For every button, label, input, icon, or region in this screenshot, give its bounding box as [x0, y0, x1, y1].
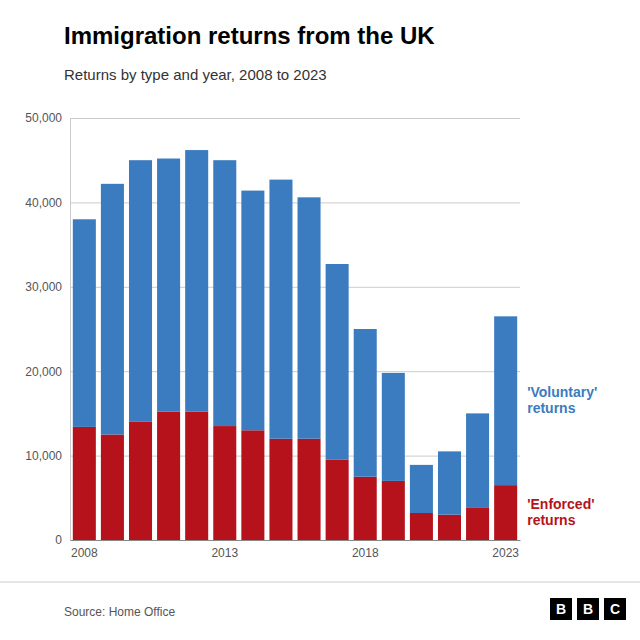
- bar: [269, 180, 292, 439]
- series-label-line: 'Enforced': [527, 495, 594, 511]
- x-tick: 2023: [492, 540, 519, 560]
- bar: [298, 197, 321, 438]
- bar: [438, 451, 461, 514]
- series-label-line: returns: [527, 511, 575, 527]
- x-axis: 2008 2013 2018 2023: [71, 540, 521, 560]
- y-tick-label: 20,000: [25, 365, 62, 379]
- bar: [73, 219, 96, 427]
- bar: [466, 508, 489, 540]
- y-axis: 0 10,000 20,000 30,000 40,000 50,000: [25, 111, 520, 547]
- bar: [354, 477, 377, 540]
- logo-box: [550, 598, 572, 620]
- bar: [73, 427, 96, 540]
- bar: [129, 422, 152, 540]
- bar: [213, 160, 236, 426]
- bar: [494, 485, 517, 540]
- bar: [157, 159, 180, 412]
- y-tick-label: 30,000: [25, 280, 62, 294]
- series-label-line: returns: [527, 399, 575, 415]
- logo-box: [604, 598, 626, 620]
- series-label-line: 'Voluntary': [527, 383, 597, 399]
- bar: [410, 513, 433, 540]
- bar: [382, 481, 405, 540]
- bar: [438, 515, 461, 540]
- y-tick: 50,000: [25, 111, 520, 125]
- series-label: 'Voluntary'returns: [527, 383, 597, 415]
- logo-letter: B: [583, 601, 593, 617]
- bars: [73, 150, 517, 540]
- source: Source: Home Office: [64, 605, 175, 619]
- series-label: 'Enforced'returns: [527, 495, 594, 527]
- x-tick-label: 2018: [352, 546, 379, 560]
- bar: [185, 412, 208, 540]
- x-tick-label: 2008: [71, 546, 98, 560]
- bar-series: [73, 150, 517, 515]
- bar: [213, 426, 236, 540]
- bar: [326, 460, 349, 540]
- bar: [354, 329, 377, 477]
- title: Immigration returns from the UK: [64, 22, 435, 49]
- bar: [298, 439, 321, 540]
- logo-box: [577, 598, 599, 620]
- chart: 010,00020,00030,00040,00050,000200820132…: [0, 0, 640, 640]
- bar: [157, 412, 180, 540]
- bar: [101, 184, 124, 435]
- y-tick-label: 50,000: [25, 111, 62, 125]
- bar: [185, 150, 208, 412]
- y-tick-label: 10,000: [25, 449, 62, 463]
- bar: [382, 373, 405, 481]
- y-axis-line: [70, 119, 71, 541]
- bar: [101, 435, 124, 541]
- x-axis-line: [71, 540, 521, 541]
- logo: BBC: [550, 598, 626, 620]
- x-tick: 2013: [211, 540, 238, 560]
- y-tick-label: 40,000: [25, 196, 62, 210]
- bar: [494, 316, 517, 485]
- grid-line: [70, 540, 520, 541]
- x-tick-label: 2023: [492, 546, 519, 560]
- bar-series: [73, 412, 517, 540]
- grid-line: [70, 118, 520, 119]
- x-tick: 2008: [71, 540, 98, 560]
- x-tick: 2018: [352, 540, 379, 560]
- separator: [0, 582, 640, 583]
- bar: [410, 465, 433, 513]
- y-tick-label: 0: [55, 533, 62, 547]
- bar: [241, 430, 264, 540]
- bar: [241, 191, 264, 431]
- logo-letter: B: [556, 601, 566, 617]
- x-tick-label: 2013: [211, 546, 238, 560]
- bar: [129, 160, 152, 422]
- bar: [326, 264, 349, 460]
- bar: [466, 413, 489, 508]
- bar: [269, 439, 292, 540]
- logo-letter: C: [610, 601, 620, 617]
- subtitle: Returns by type and year, 2008 to 2023: [64, 66, 327, 83]
